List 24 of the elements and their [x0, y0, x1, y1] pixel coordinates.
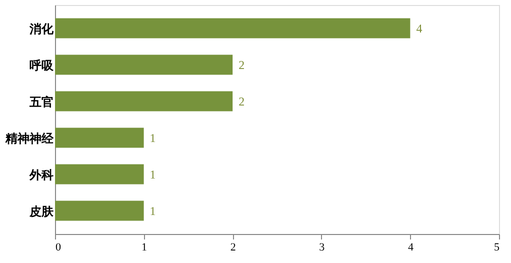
x-tick-label: 0 [56, 242, 62, 254]
x-tick-label: 4 [408, 242, 414, 254]
y-tick-label: 外科 [28, 168, 54, 182]
bar [55, 200, 144, 221]
data-label: 4 [416, 21, 422, 36]
data-label: 1 [150, 130, 156, 145]
y-tick-label: 五官 [28, 94, 54, 109]
y-tick-label: 皮肤 [28, 204, 54, 218]
y-tick-label: 呼吸 [30, 58, 54, 72]
data-label: 2 [238, 94, 245, 108]
bar [55, 54, 233, 75]
y-tick-label: 精神神经 [4, 131, 54, 146]
y-tick-label: 消化 [28, 22, 54, 36]
bar [55, 18, 410, 38]
bar [55, 128, 144, 148]
x-tick-label: 5 [494, 242, 500, 254]
bar [55, 164, 144, 184]
data-label: 2 [238, 58, 245, 72]
data-label: 1 [150, 204, 156, 218]
bar [55, 91, 233, 112]
x-tick-label: 1 [142, 242, 148, 254]
x-tick-label: 2 [230, 242, 236, 254]
x-tick-label: 3 [319, 242, 326, 254]
data-label: 1 [150, 167, 156, 182]
